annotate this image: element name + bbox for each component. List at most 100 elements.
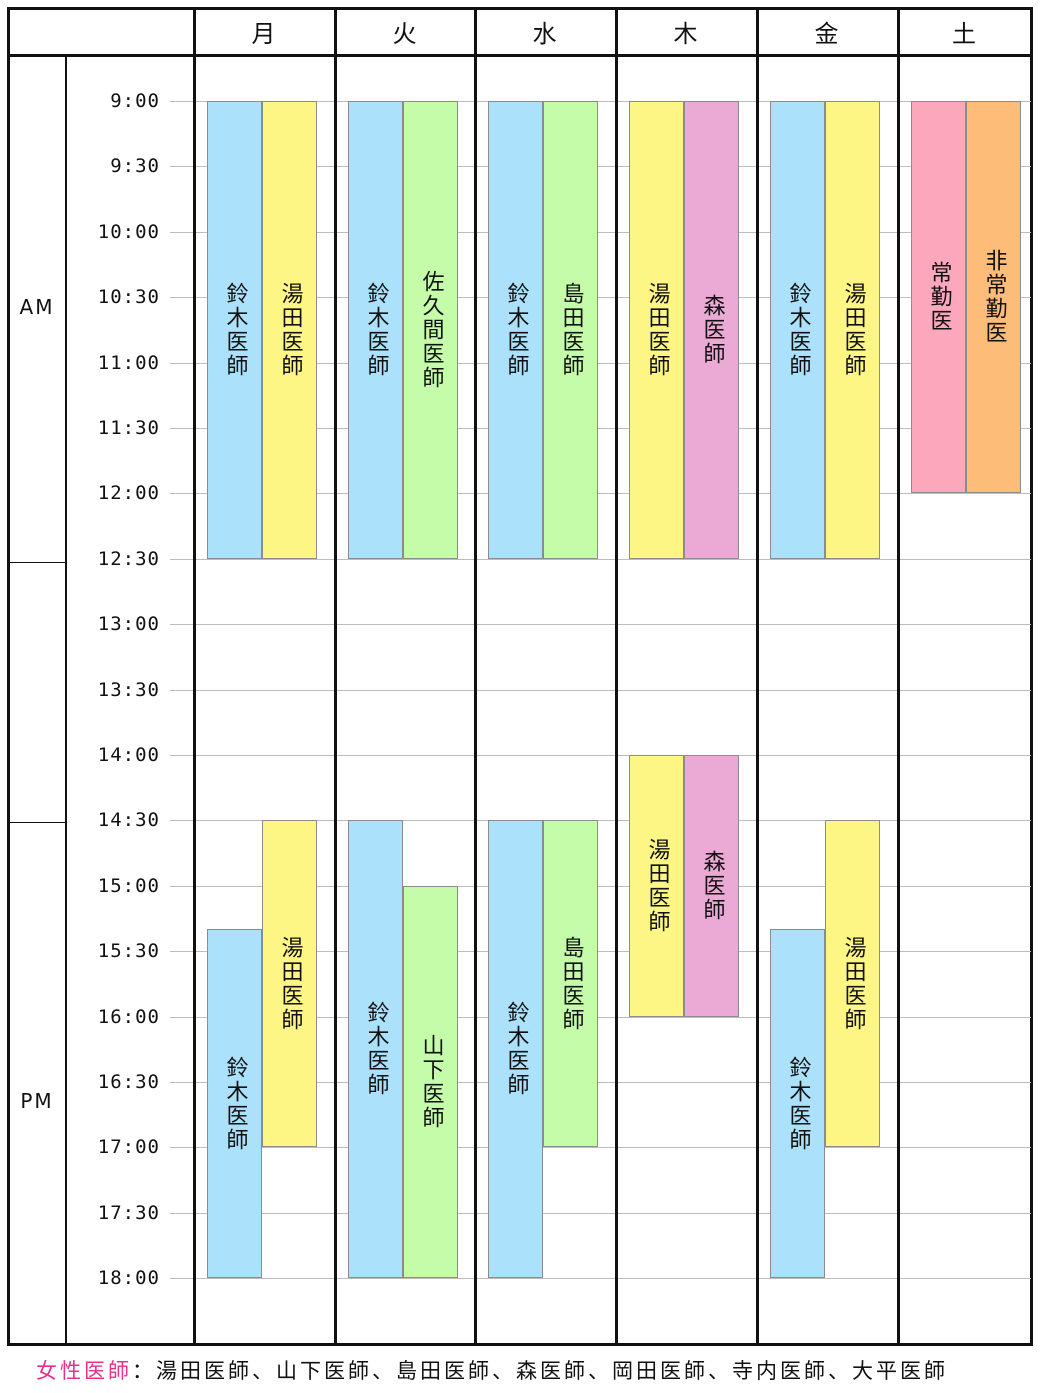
doctor-shift-block: 島田医師 xyxy=(543,101,598,559)
gridline xyxy=(170,624,1031,625)
table-frame xyxy=(7,7,1033,1346)
doctor-shift-block: 佐久間医師 xyxy=(403,101,458,559)
gridline xyxy=(170,363,1031,364)
day-divider xyxy=(474,8,477,1345)
doctor-shift-block: 湯田医師 xyxy=(629,755,684,1017)
doctor-name: 鈴木医師 xyxy=(503,282,529,378)
time-label: 11:30 xyxy=(97,417,160,439)
gridline xyxy=(170,232,1031,233)
time-label: 9:30 xyxy=(110,155,160,177)
doctor-shift-block: 湯田医師 xyxy=(629,101,684,559)
day-header: 火 xyxy=(392,19,419,48)
doctor-shift-block: 湯田医師 xyxy=(262,101,317,559)
gridline xyxy=(170,1017,1031,1018)
day-divider xyxy=(897,8,900,1345)
gridline xyxy=(170,690,1031,691)
time-label: 12:30 xyxy=(97,548,160,570)
time-label: 9:00 xyxy=(110,90,160,112)
doctor-shift-block: 鈴木医師 xyxy=(207,101,262,559)
day-header: 水 xyxy=(532,19,559,48)
doctor-name: 鈴木医師 xyxy=(785,282,811,378)
time-label: 17:30 xyxy=(97,1202,160,1224)
time-label: 16:30 xyxy=(97,1071,160,1093)
gridline xyxy=(170,428,1031,429)
gridline xyxy=(170,559,1031,560)
doctor-name: 湯田医師 xyxy=(644,838,670,934)
doctor-name: 佐久間医師 xyxy=(418,270,444,390)
time-label: 13:00 xyxy=(97,613,160,635)
time-label: 13:30 xyxy=(97,679,160,701)
day-divider xyxy=(756,8,759,1345)
doctor-shift-block: 鈴木医師 xyxy=(348,820,403,1278)
time-label: 10:30 xyxy=(97,286,160,308)
doctor-name: 島田医師 xyxy=(558,282,584,378)
doctor-name: 山下医師 xyxy=(418,1034,444,1130)
day-divider xyxy=(193,8,196,1345)
doctor-name: 湯田医師 xyxy=(277,935,303,1032)
female-doctors-list: ：湯田医師、山下医師、島田医師、森医師、岡田医師、寺内医師、大平医師 xyxy=(132,1359,948,1383)
doctor-name: 鈴木医師 xyxy=(363,282,389,378)
doctor-shift-block: 常勤医 xyxy=(911,101,966,493)
doctor-name: 島田医師 xyxy=(558,935,584,1032)
doctor-name: 湯田医師 xyxy=(277,282,303,378)
am-pm-separator-upper xyxy=(8,562,66,563)
gridline xyxy=(170,493,1031,494)
time-label: 16:00 xyxy=(97,1006,160,1028)
doctor-name: 鈴木医師 xyxy=(785,1055,811,1152)
day-header: 木 xyxy=(673,19,700,48)
doctor-shift-block: 鈴木医師 xyxy=(348,101,403,559)
doctor-shift-block: 森医師 xyxy=(684,101,739,559)
doctor-shift-block: 湯田医師 xyxy=(825,101,880,559)
doctor-name: 湯田医師 xyxy=(840,282,866,378)
doctor-shift-block: 鈴木医師 xyxy=(770,101,825,559)
gridline xyxy=(170,820,1031,821)
doctor-shift-block: 森医師 xyxy=(684,755,739,1017)
time-label: 15:30 xyxy=(97,940,160,962)
doctor-name: 常勤医 xyxy=(926,261,952,333)
day-header: 金 xyxy=(814,19,841,48)
doctor-shift-block: 山下医師 xyxy=(403,886,458,1278)
gridline xyxy=(170,101,1031,102)
doctor-name: 森医師 xyxy=(699,294,725,366)
header-divider xyxy=(7,54,1033,57)
gridline xyxy=(170,1278,1031,1279)
doctor-name: 非常勤医 xyxy=(981,249,1007,345)
time-label: 11:00 xyxy=(97,352,160,374)
gridline xyxy=(170,1147,1031,1148)
time-label: 15:00 xyxy=(97,875,160,897)
gridline xyxy=(170,1213,1031,1214)
doctor-shift-block: 非常勤医 xyxy=(966,101,1021,493)
day-divider xyxy=(615,8,618,1345)
time-label: 14:00 xyxy=(97,744,160,766)
gridline xyxy=(170,297,1031,298)
gridline xyxy=(170,1082,1031,1083)
female-doctors-note: 女性医師：湯田医師、山下医師、島田医師、森医師、岡田医師、寺内医師、大平医師 xyxy=(36,1355,948,1385)
doctor-shift-block: 鈴木医師 xyxy=(207,929,262,1278)
time-label: 14:30 xyxy=(97,809,160,831)
doctor-name: 鈴木医師 xyxy=(222,1055,248,1152)
am-label: AM xyxy=(19,295,55,319)
day-header: 月 xyxy=(251,19,278,48)
doctor-shift-block: 鈴木医師 xyxy=(770,929,825,1278)
day-header: 土 xyxy=(952,19,978,48)
time-label: 10:00 xyxy=(97,221,160,243)
label-column-divider xyxy=(65,57,67,1344)
doctor-shift-block: 鈴木医師 xyxy=(488,101,543,559)
gridline xyxy=(170,755,1031,756)
doctor-shift-block: 湯田医師 xyxy=(825,820,880,1147)
doctor-shift-block: 島田医師 xyxy=(543,820,598,1147)
female-doctors-heading: 女性医師 xyxy=(36,1359,132,1383)
doctor-name: 鈴木医師 xyxy=(222,282,248,378)
time-label: 18:00 xyxy=(97,1267,160,1289)
doctor-shift-block: 湯田医師 xyxy=(262,820,317,1147)
gridline xyxy=(170,886,1031,887)
gridline xyxy=(170,166,1031,167)
time-label: 12:00 xyxy=(97,482,160,504)
am-pm-separator-lower xyxy=(8,822,66,823)
doctor-shift-block: 鈴木医師 xyxy=(488,820,543,1278)
doctor-name: 鈴木医師 xyxy=(503,1001,529,1097)
day-divider xyxy=(334,8,337,1345)
gridline xyxy=(170,951,1031,952)
time-label: 17:00 xyxy=(97,1136,160,1158)
